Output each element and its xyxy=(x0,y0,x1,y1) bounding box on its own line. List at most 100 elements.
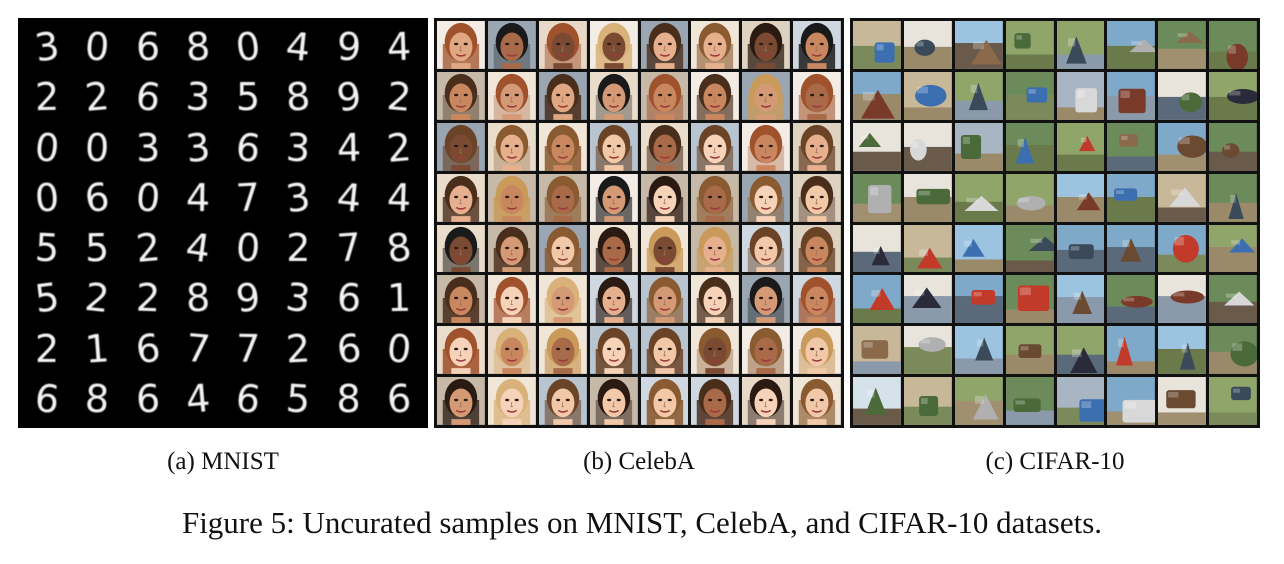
subcaption-mnist: (a) MNIST xyxy=(167,448,279,475)
celeba-face-sample xyxy=(691,377,740,425)
celeba-face-sample xyxy=(538,122,587,171)
cifar10-image-sample xyxy=(954,173,1003,222)
mnist-digit: 6 xyxy=(333,325,364,372)
celeba-face-sample xyxy=(589,71,638,120)
cifar10-image-sample xyxy=(1107,21,1156,69)
cifar10-image-sample xyxy=(1056,173,1105,222)
mnist-digit: 3 xyxy=(285,125,312,171)
figure-caption: Figure 5: Uncurated samples on MNIST, Ce… xyxy=(181,505,1103,540)
mnist-digit: 2 xyxy=(35,326,60,371)
celeba-face-sample xyxy=(742,377,791,425)
mnist-digit: 8 xyxy=(383,224,414,272)
celeba-face-sample xyxy=(742,275,791,324)
celeba-face-sample xyxy=(742,122,791,171)
celeba-face-sample xyxy=(437,224,485,273)
cifar10-image-sample xyxy=(954,71,1003,120)
celeba-face-sample xyxy=(487,122,536,171)
celeba-face-sample xyxy=(742,71,791,120)
mnist-digit: 3 xyxy=(283,174,314,222)
cifar10-image-sample xyxy=(1158,377,1207,425)
cifar10-sample-grid xyxy=(850,18,1260,428)
mnist-digit: 4 xyxy=(334,174,363,222)
mnist-digit: 8 xyxy=(84,376,111,422)
celeba-face-sample xyxy=(691,275,740,324)
cifar10-image-sample xyxy=(954,224,1003,273)
cifar10-image-sample xyxy=(1005,377,1054,425)
mnist-digit: 2 xyxy=(384,124,413,171)
cifar10-image-sample xyxy=(1209,122,1257,171)
celeba-face-sample xyxy=(691,21,740,69)
cifar10-image-sample xyxy=(1209,377,1257,425)
mnist-digit: 2 xyxy=(83,74,112,121)
cifar10-image-sample xyxy=(853,21,901,69)
cifar10-image-sample xyxy=(1005,173,1054,222)
celeba-face-sample xyxy=(640,377,689,425)
subcaption-cifar10: (c) CIFAR-10 xyxy=(985,448,1125,475)
celeba-face-sample xyxy=(742,173,791,222)
mnist-digit: 9 xyxy=(335,24,362,70)
celeba-face-sample xyxy=(793,224,841,273)
mnist-digit: 3 xyxy=(32,23,63,71)
celeba-face-sample xyxy=(487,326,536,375)
celeba-face-sample xyxy=(437,173,485,222)
cifar10-image-sample xyxy=(1209,173,1257,222)
celeba-face-sample xyxy=(487,71,536,120)
cifar10-image-sample xyxy=(1056,275,1105,324)
cifar10-image-sample xyxy=(1158,224,1207,273)
celeba-face-sample xyxy=(538,377,587,425)
celeba-face-sample xyxy=(691,71,740,120)
mnist-digit: 4 xyxy=(284,23,313,71)
celeba-face-sample xyxy=(691,173,740,222)
celeba-face-sample xyxy=(640,224,689,273)
mnist-digit: 5 xyxy=(284,376,312,422)
celeba-face-sample xyxy=(437,326,485,375)
cifar10-image-sample xyxy=(1209,275,1257,324)
mnist-digit: 9 xyxy=(233,275,263,322)
mnist-digit: 8 xyxy=(284,74,312,121)
celeba-face-sample xyxy=(640,275,689,324)
mnist-digit: 4 xyxy=(182,224,213,272)
celeba-face-sample xyxy=(691,122,740,171)
cifar10-image-sample xyxy=(1056,377,1105,425)
celeba-face-sample xyxy=(538,275,587,324)
cifar10-image-sample xyxy=(903,326,952,375)
cifar10-image-sample xyxy=(903,377,952,425)
celeba-face-sample xyxy=(589,122,638,171)
cifar10-image-sample xyxy=(1209,71,1257,120)
mnist-digit: 2 xyxy=(83,275,112,322)
celeba-face-sample xyxy=(742,21,791,69)
celeba-face-sample xyxy=(487,173,536,222)
cifar10-image-sample xyxy=(903,224,952,273)
mnist-digit: 1 xyxy=(386,276,412,321)
cifar10-image-sample xyxy=(1005,224,1054,273)
celeba-face-sample xyxy=(640,71,689,120)
celeba-face-sample xyxy=(589,326,638,375)
mnist-digit: 7 xyxy=(234,175,262,221)
cifar10-image-sample xyxy=(1158,275,1207,324)
cifar10-image-sample xyxy=(954,326,1003,375)
celeba-face-sample xyxy=(589,377,638,425)
celeba-face-sample xyxy=(538,326,587,375)
cifar10-image-sample xyxy=(853,326,901,375)
celeba-face-sample xyxy=(437,21,485,69)
cifar10-image-sample xyxy=(1158,21,1207,69)
mnist-digit: 0 xyxy=(133,174,162,221)
celeba-face-sample xyxy=(793,71,841,120)
cifar10-image-sample xyxy=(954,377,1003,425)
celeba-face-sample xyxy=(793,275,841,324)
cifar10-image-sample xyxy=(954,21,1003,69)
cifar10-image-sample xyxy=(853,377,901,425)
mnist-digit: 8 xyxy=(336,376,361,421)
celeba-face-sample xyxy=(487,275,536,324)
cifar10-image-sample xyxy=(1209,326,1257,375)
mnist-digit: 6 xyxy=(132,73,163,121)
mnist-digit: 5 xyxy=(84,225,110,271)
mnist-digit: 0 xyxy=(32,124,62,171)
mnist-digit: 4 xyxy=(185,175,211,221)
cifar10-image-sample xyxy=(853,122,901,171)
cifar10-image-sample xyxy=(1158,122,1207,171)
mnist-digit: 7 xyxy=(183,325,212,372)
mnist-digit: 0 xyxy=(233,23,263,71)
mnist-digit: 4 xyxy=(183,375,212,422)
